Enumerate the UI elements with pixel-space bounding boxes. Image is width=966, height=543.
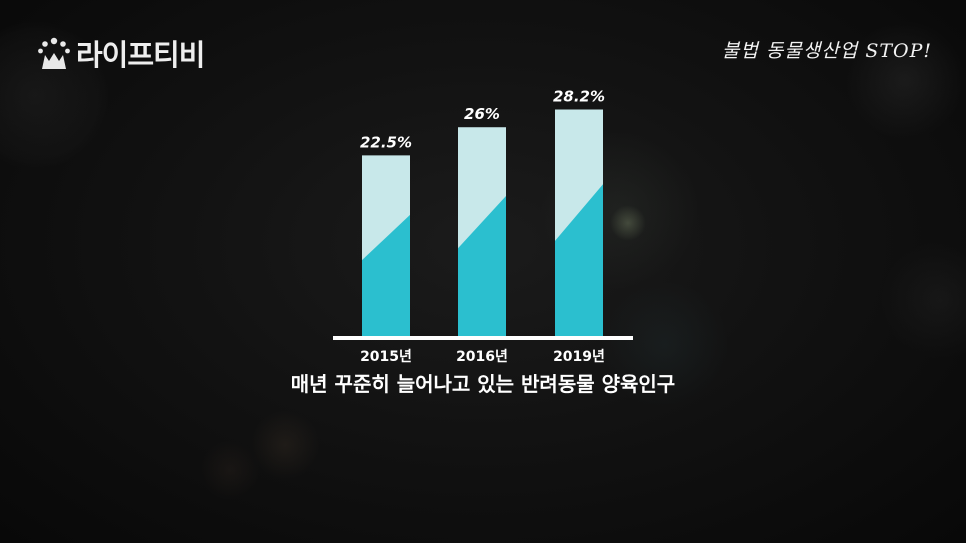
bar-bottom-segment (362, 214, 410, 336)
x-tick-label: 2015년 (360, 349, 412, 365)
data-label: 22.5% (360, 133, 412, 151)
channel-logo: 라이프티비 (36, 32, 205, 74)
bar (458, 127, 506, 336)
data-label: 26% (464, 105, 500, 123)
data-label: 28.2% (553, 87, 605, 105)
bar (555, 109, 603, 336)
cat-face-icon (38, 37, 70, 69)
bar-bottom-segment (458, 196, 506, 336)
labels-layer: 22.5% 2015년 26% 2016년 28.2% 2019년 (360, 87, 605, 365)
bars-layer (362, 109, 603, 336)
logo-text: 라이프티비 (76, 38, 205, 72)
x-tick-label: 2016년 (456, 349, 508, 365)
campaign-caption: 불법 동물생산업 STOP! (721, 40, 932, 62)
x-tick-label: 2019년 (553, 349, 605, 365)
chart-title: 매년 꾸준히 늘어나고 있는 반려동물 양육인구 (291, 372, 675, 396)
bar (362, 155, 410, 336)
bar-bottom-segment (555, 184, 603, 336)
chart-baseline (333, 336, 633, 340)
